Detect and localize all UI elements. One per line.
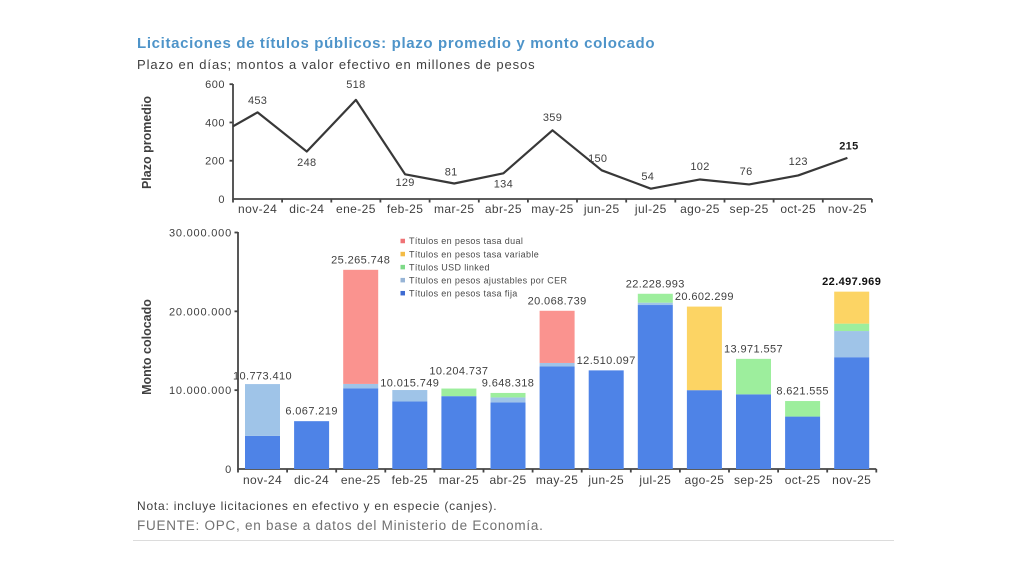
svg-text:nov-25: nov-25 — [828, 202, 867, 216]
svg-text:453: 453 — [248, 95, 267, 107]
svg-text:400: 400 — [205, 117, 225, 129]
svg-text:feb-25: feb-25 — [387, 202, 423, 216]
svg-text:518: 518 — [346, 79, 365, 91]
svg-text:12.510.097: 12.510.097 — [577, 355, 636, 367]
svg-text:nov-24: nov-24 — [243, 473, 282, 487]
svg-text:150: 150 — [588, 153, 607, 165]
svg-text:20.000.000: 20.000.000 — [169, 306, 232, 318]
svg-text:mar-25: mar-25 — [434, 202, 474, 216]
svg-text:sep-25: sep-25 — [734, 473, 773, 487]
svg-text:0: 0 — [225, 464, 232, 476]
svg-text:nov-25: nov-25 — [832, 473, 871, 487]
svg-text:123: 123 — [789, 156, 808, 168]
svg-text:30.000.000: 30.000.000 — [169, 228, 232, 240]
svg-text:Títulos en pesos tasa fija: Títulos en pesos tasa fija — [409, 288, 518, 298]
svg-text:10.000.000: 10.000.000 — [169, 385, 232, 397]
svg-text:Plazo en días; montos a valor: Plazo en días; montos a valor efectivo e… — [137, 57, 536, 72]
svg-text:jul-25: jul-25 — [634, 202, 667, 216]
svg-text:Licitaciones de títulos públic: Licitaciones de títulos públicos: plazo … — [137, 35, 655, 52]
svg-text:9.648.318: 9.648.318 — [482, 377, 535, 389]
svg-text:ago-25: ago-25 — [685, 473, 725, 487]
svg-text:359: 359 — [543, 112, 562, 124]
svg-text:nov-24: nov-24 — [238, 202, 277, 216]
svg-text:200: 200 — [205, 156, 225, 168]
svg-text:ene-25: ene-25 — [341, 473, 381, 487]
svg-text:dic-24: dic-24 — [289, 202, 324, 216]
svg-text:10.015.749: 10.015.749 — [380, 378, 439, 390]
svg-text:Títulos en pesos ajustables po: Títulos en pesos ajustables por CER — [409, 275, 567, 285]
svg-text:jun-25: jun-25 — [583, 202, 620, 216]
svg-text:8.621.555: 8.621.555 — [776, 386, 829, 398]
svg-text:76: 76 — [740, 166, 753, 178]
svg-text:129: 129 — [395, 177, 414, 189]
svg-text:sep-25: sep-25 — [730, 202, 769, 216]
svg-text:abr-25: abr-25 — [485, 202, 522, 216]
svg-text:mar-25: mar-25 — [439, 473, 479, 487]
svg-text:oct-25: oct-25 — [780, 202, 816, 216]
svg-text:Títulos USD linked: Títulos USD linked — [409, 262, 490, 272]
svg-text:13.971.557: 13.971.557 — [724, 343, 783, 355]
svg-text:600: 600 — [205, 79, 225, 91]
svg-text:22.497.969: 22.497.969 — [822, 276, 881, 288]
svg-text:81: 81 — [445, 167, 458, 179]
svg-text:54: 54 — [641, 171, 654, 183]
svg-text:FUENTE: OPC, en base a datos d: FUENTE: OPC, en base a datos del Ministe… — [137, 518, 544, 533]
svg-text:ene-25: ene-25 — [336, 202, 376, 216]
svg-text:Títulos en pesos tasa variable: Títulos en pesos tasa variable — [409, 249, 539, 259]
svg-text:dic-24: dic-24 — [294, 473, 329, 487]
svg-text:abr-25: abr-25 — [489, 473, 526, 487]
svg-text:20.602.299: 20.602.299 — [675, 291, 734, 303]
svg-text:may-25: may-25 — [536, 473, 578, 487]
svg-text:jun-25: jun-25 — [587, 473, 624, 487]
svg-text:248: 248 — [297, 157, 316, 169]
svg-text:feb-25: feb-25 — [392, 473, 428, 487]
svg-text:Plazo promedio: Plazo promedio — [140, 96, 154, 189]
svg-text:0: 0 — [218, 194, 225, 206]
svg-text:Monto colocado: Monto colocado — [140, 299, 154, 395]
svg-text:10.773.410: 10.773.410 — [233, 371, 292, 383]
svg-text:may-25: may-25 — [531, 202, 573, 216]
svg-text:20.068.739: 20.068.739 — [528, 295, 587, 307]
svg-text:Nota: incluye licitaciones en: Nota: incluye licitaciones en efectivo y… — [137, 499, 497, 513]
svg-text:oct-25: oct-25 — [785, 473, 821, 487]
svg-text:jul-25: jul-25 — [638, 473, 671, 487]
svg-text:134: 134 — [494, 179, 513, 191]
svg-text:6.067.219: 6.067.219 — [285, 406, 338, 418]
svg-text:Títulos en pesos tasa dual: Títulos en pesos tasa dual — [409, 236, 523, 246]
svg-text:ago-25: ago-25 — [680, 202, 720, 216]
svg-text:10.204.737: 10.204.737 — [429, 366, 488, 378]
svg-text:215: 215 — [839, 141, 858, 153]
svg-text:102: 102 — [690, 161, 709, 173]
svg-text:22.228.993: 22.228.993 — [626, 278, 685, 290]
svg-text:25.265.748: 25.265.748 — [331, 254, 390, 266]
